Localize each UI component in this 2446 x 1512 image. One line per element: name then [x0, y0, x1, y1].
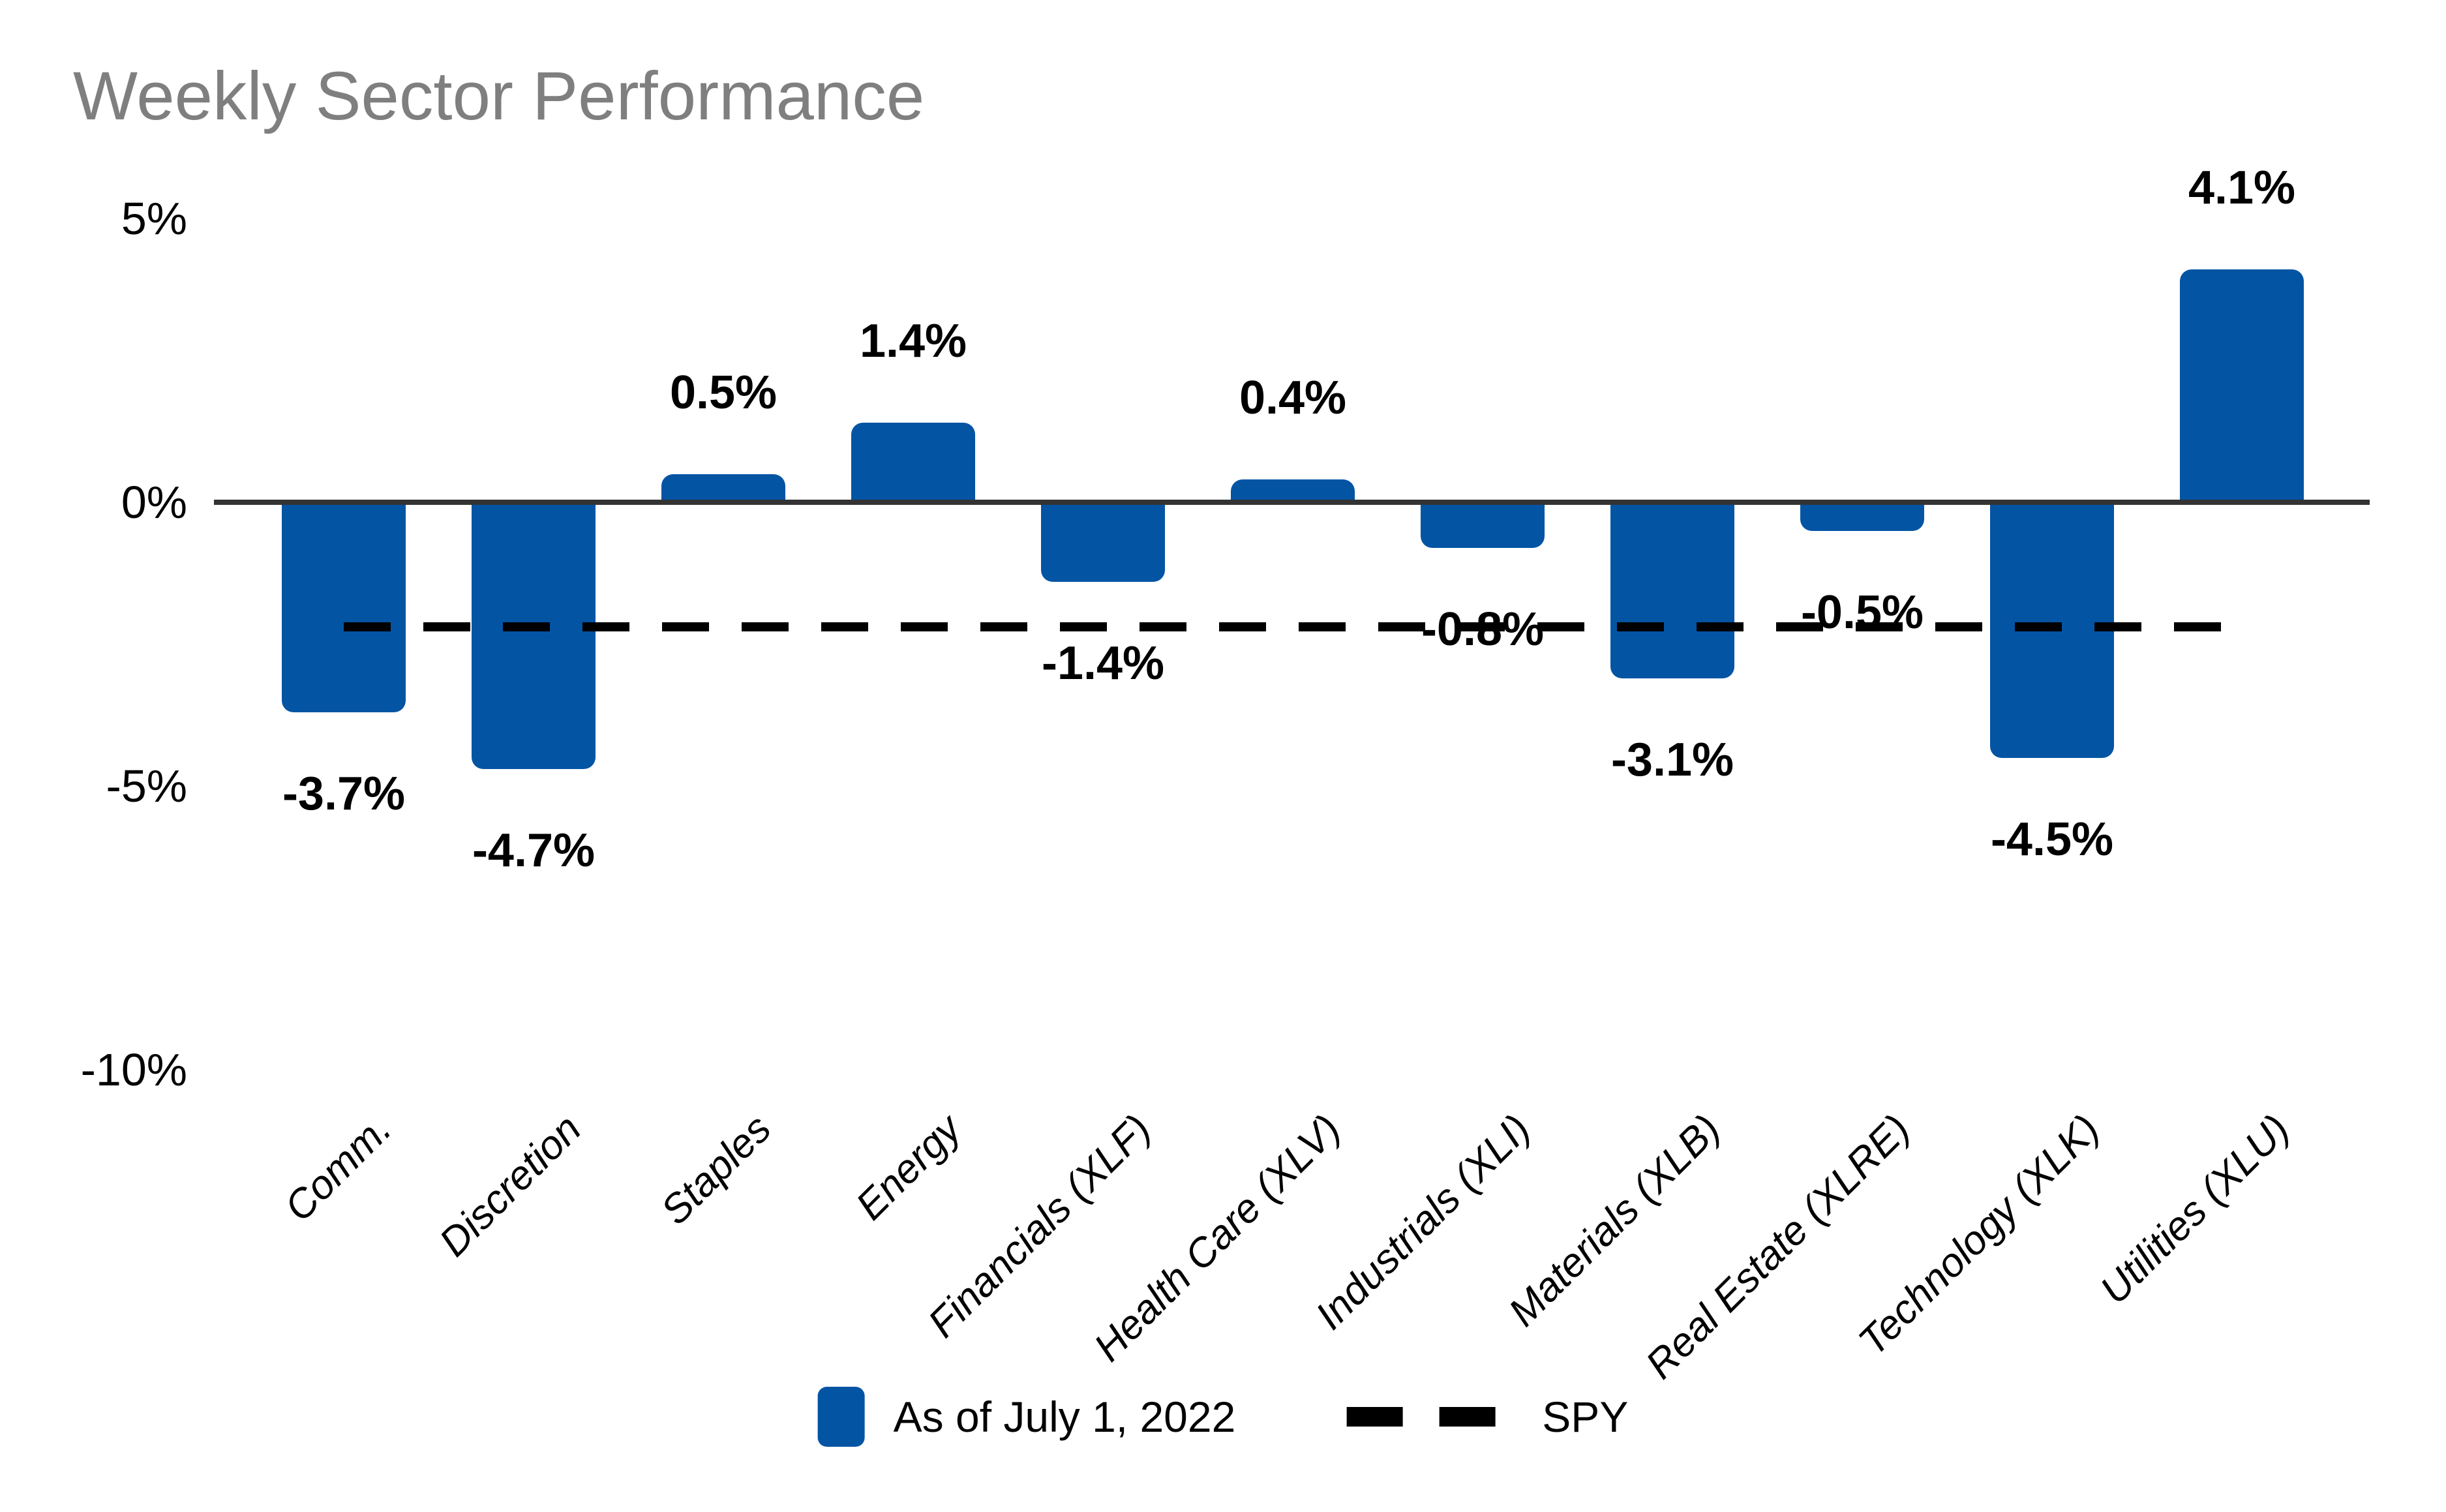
y-axis-tick-label: -10%: [80, 1044, 187, 1095]
bar-value-label: 4.1%: [2188, 162, 2296, 215]
bar: [1800, 502, 1924, 531]
legend-bar-swatch-icon: [817, 1387, 865, 1447]
legend-spy-dash-icon: [1346, 1407, 1403, 1427]
x-axis-category-label: Utilities (XLU): [2091, 1106, 2299, 1313]
bar-value-label: -3.7%: [282, 767, 406, 820]
bar: [851, 423, 975, 502]
x-axis-line: [214, 500, 2370, 505]
bar-value-label: 0.5%: [669, 366, 778, 419]
bar: [282, 502, 406, 712]
spy-dashed-line: [344, 622, 2244, 632]
bar: [1610, 502, 1734, 678]
legend-spy-label: SPY: [1542, 1393, 1629, 1441]
x-axis-category-label: Discretion: [430, 1106, 590, 1265]
bar: [2180, 269, 2304, 502]
y-axis-tick-label: 0%: [121, 477, 187, 528]
bar-value-label: -4.5%: [1990, 813, 2114, 866]
bar-value-label: 1.4%: [859, 315, 967, 368]
bar-value-label: -3.1%: [1610, 733, 1734, 786]
x-axis-category-label: Energy: [847, 1106, 970, 1229]
bar: [1041, 502, 1165, 582]
x-axis-category-label: Staples: [652, 1106, 780, 1233]
bar: [1421, 502, 1545, 548]
bar-value-label: -1.4%: [1041, 637, 1165, 689]
bar-value-label: 0.4%: [1239, 372, 1347, 425]
x-axis-category-label: Comm.: [276, 1106, 400, 1230]
chart-title: Weekly Sector Performance: [73, 58, 925, 134]
legend-bar-label: As of July 1, 2022: [893, 1393, 1236, 1441]
y-axis-tick-label: 5%: [121, 193, 187, 244]
bar-value-label: -4.7%: [472, 824, 596, 877]
bar-value-label: -0.8%: [1421, 603, 1545, 656]
bar: [661, 474, 785, 502]
legend-spy-dash-icon: [1439, 1407, 1496, 1427]
bar-value-label: -0.5%: [1800, 586, 1924, 639]
bar: [1231, 479, 1355, 502]
legend: As of July 1, 2022 SPY: [817, 1384, 1629, 1449]
bar: [472, 502, 596, 769]
y-axis-tick-label: -5%: [106, 761, 187, 811]
